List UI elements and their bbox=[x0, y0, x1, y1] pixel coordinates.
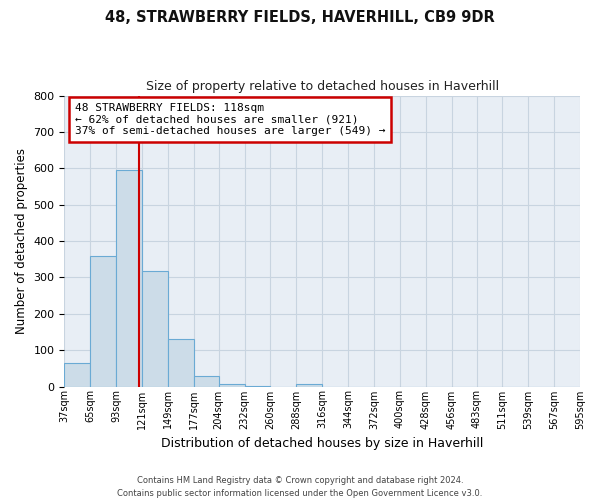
X-axis label: Distribution of detached houses by size in Haverhill: Distribution of detached houses by size … bbox=[161, 437, 484, 450]
Bar bbox=[296, 384, 322, 386]
Bar bbox=[116, 170, 142, 386]
Text: 48, STRAWBERRY FIELDS, HAVERHILL, CB9 9DR: 48, STRAWBERRY FIELDS, HAVERHILL, CB9 9D… bbox=[105, 10, 495, 25]
Bar bbox=[64, 363, 90, 386]
Bar bbox=[90, 256, 116, 386]
Bar bbox=[194, 376, 219, 386]
Bar bbox=[142, 271, 168, 386]
Y-axis label: Number of detached properties: Number of detached properties bbox=[15, 148, 28, 334]
Bar bbox=[168, 339, 194, 386]
Title: Size of property relative to detached houses in Haverhill: Size of property relative to detached ho… bbox=[146, 80, 499, 93]
Text: Contains HM Land Registry data © Crown copyright and database right 2024.
Contai: Contains HM Land Registry data © Crown c… bbox=[118, 476, 482, 498]
Text: 48 STRAWBERRY FIELDS: 118sqm
← 62% of detached houses are smaller (921)
37% of s: 48 STRAWBERRY FIELDS: 118sqm ← 62% of de… bbox=[75, 103, 385, 136]
Bar bbox=[219, 384, 245, 386]
